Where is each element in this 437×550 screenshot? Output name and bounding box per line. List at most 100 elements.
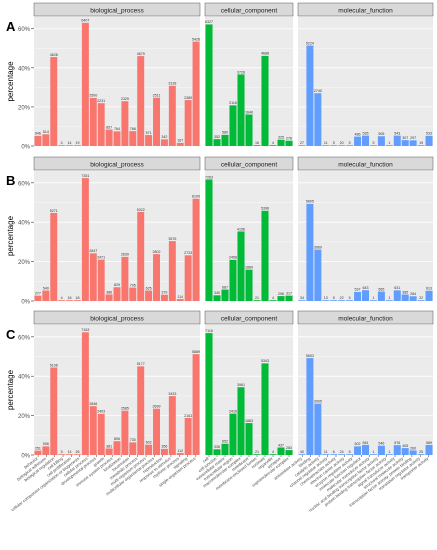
bar-count-label: 543 bbox=[394, 131, 400, 135]
y-tick-label: 0% bbox=[21, 454, 30, 460]
facet-strip-label: molecular_function bbox=[338, 316, 393, 323]
bar-count-label: 589 bbox=[426, 441, 432, 445]
facet-strip bbox=[33, 2, 201, 17]
facet-strip bbox=[204, 310, 294, 325]
bar-count-label: 576 bbox=[394, 441, 400, 445]
y-axis-title: percentage bbox=[6, 215, 15, 256]
bar-count-label: 5271 bbox=[50, 209, 58, 213]
bar-count-label: 2802 bbox=[153, 250, 161, 254]
bar-count-label: 540 bbox=[43, 286, 49, 290]
bar bbox=[105, 294, 113, 301]
bar-count-label: 5396 bbox=[261, 207, 269, 211]
bar bbox=[417, 300, 425, 301]
bar bbox=[322, 300, 330, 301]
bar-count-label: 297 bbox=[410, 136, 416, 140]
bar bbox=[50, 367, 58, 455]
bar bbox=[377, 136, 385, 146]
bar-count-label: 502 bbox=[355, 442, 361, 446]
bar-count-label: 857 bbox=[106, 125, 112, 129]
bar-count-label: 2847 bbox=[89, 249, 97, 253]
bar bbox=[417, 145, 425, 146]
facet-strip bbox=[33, 156, 201, 171]
y-tick-label: 60% bbox=[18, 335, 31, 341]
plot-layer: Apercentage0%20%40%60%biological_process… bbox=[6, 2, 434, 513]
bar-count-label: 2733 bbox=[184, 251, 192, 255]
bar bbox=[113, 131, 121, 146]
bar bbox=[192, 198, 200, 301]
bar bbox=[168, 85, 176, 146]
bar-count-label: 1 bbox=[372, 296, 374, 300]
bar bbox=[330, 454, 338, 455]
bar bbox=[306, 45, 314, 146]
bar bbox=[221, 289, 229, 301]
bar-count-label: 4 bbox=[272, 450, 274, 454]
bar bbox=[97, 103, 105, 146]
bar-count-label: 1 bbox=[388, 296, 390, 300]
bar-count-label: 514 bbox=[43, 130, 49, 134]
bar bbox=[121, 256, 129, 301]
facet-strip-label: cellular_component bbox=[221, 316, 278, 323]
bar bbox=[34, 135, 42, 146]
bar bbox=[277, 139, 285, 146]
bar-count-label: 4 bbox=[61, 296, 63, 300]
bar bbox=[129, 131, 137, 146]
bar bbox=[369, 300, 377, 301]
bar bbox=[401, 294, 409, 301]
bar bbox=[377, 445, 385, 455]
bar bbox=[362, 444, 369, 455]
bar-count-label: 16 bbox=[68, 296, 72, 300]
bar bbox=[314, 249, 322, 301]
bar-count-label: 546 bbox=[378, 442, 384, 446]
bar bbox=[66, 145, 74, 146]
bar-count-label: 2403 bbox=[97, 410, 105, 414]
y-tick-label: 40% bbox=[18, 375, 31, 381]
bar bbox=[176, 299, 184, 301]
panel-letter: C bbox=[6, 327, 16, 342]
facet-strip-label: biological_process bbox=[90, 316, 144, 323]
bar-count-label: 7351 bbox=[81, 174, 89, 178]
bar bbox=[153, 97, 161, 146]
bar-count-label: 6 bbox=[349, 450, 351, 454]
bar bbox=[81, 332, 89, 455]
bar-count-label: 356 bbox=[161, 445, 167, 449]
bar bbox=[261, 210, 269, 301]
bar-count-label: 14 bbox=[68, 141, 72, 145]
bar-count-label: 2500 bbox=[89, 94, 97, 98]
bar bbox=[285, 450, 293, 455]
bar bbox=[160, 294, 168, 301]
bar bbox=[129, 287, 137, 301]
bar-count-label: 7116 bbox=[205, 329, 213, 333]
bar-count-label: 5224 bbox=[306, 41, 314, 45]
bar-count-label: 806 bbox=[114, 437, 120, 441]
bar-count-label: 580 bbox=[222, 131, 228, 135]
bar bbox=[377, 291, 385, 301]
bar-count-label: 4628 bbox=[50, 53, 58, 57]
bar-count-label: 24 bbox=[340, 450, 344, 454]
y-axis-title: percentage bbox=[6, 61, 15, 102]
y-tick-label: 0% bbox=[21, 145, 30, 151]
bar-count-label: 6407 bbox=[81, 19, 89, 23]
bar bbox=[121, 410, 129, 455]
bar bbox=[237, 231, 245, 301]
bar bbox=[42, 134, 50, 146]
y-axis-title: percentage bbox=[6, 369, 15, 410]
bar-count-label: 340 bbox=[214, 291, 220, 295]
bar-count-label: 2163 bbox=[184, 414, 192, 418]
bar-count-label: 2511 bbox=[153, 94, 161, 98]
bar bbox=[221, 134, 229, 146]
bar-count-label: 533 bbox=[426, 132, 432, 136]
bar bbox=[253, 454, 261, 455]
bar-count-label: 764 bbox=[114, 127, 120, 131]
bar bbox=[409, 450, 417, 455]
bar bbox=[192, 354, 200, 455]
bar-count-label: 505 bbox=[378, 132, 384, 136]
bar bbox=[213, 139, 221, 146]
facet-strip-label: biological_process bbox=[90, 162, 144, 169]
bar bbox=[168, 241, 176, 301]
bar-count-label: 4 bbox=[61, 141, 63, 145]
bar bbox=[330, 300, 338, 301]
facet-strip bbox=[204, 2, 294, 17]
bar bbox=[73, 300, 81, 301]
bar bbox=[354, 291, 362, 301]
figure-row-c: Cpercentage0%20%40%60%biological_process… bbox=[6, 310, 434, 513]
